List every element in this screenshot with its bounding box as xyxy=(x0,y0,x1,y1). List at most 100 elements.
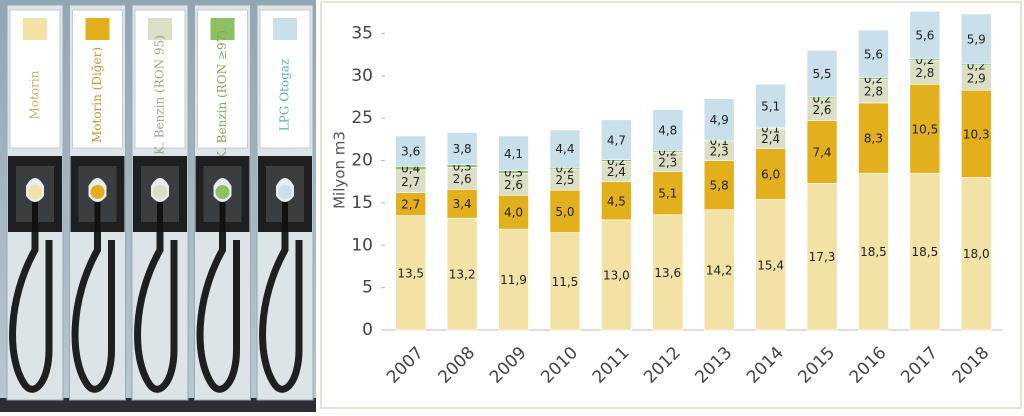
value-label: 5,1 xyxy=(658,187,677,201)
value-label: 11,9 xyxy=(500,273,527,287)
nozzle-stem xyxy=(219,202,226,232)
bar-segment xyxy=(446,217,478,331)
value-label: 11,5 xyxy=(552,275,579,289)
value-label: 18,5 xyxy=(860,245,887,259)
nozzle-light xyxy=(28,185,42,199)
bar-segment xyxy=(446,132,478,166)
bar-segment xyxy=(601,181,632,221)
bar-segment xyxy=(549,189,581,233)
value-label: 10,5 xyxy=(912,122,939,136)
bar-segment xyxy=(703,98,735,141)
bar-segment xyxy=(858,29,889,78)
legend-label: K. Benzin (RON ≥97) xyxy=(215,30,229,160)
nozzle-light xyxy=(153,185,167,199)
bar-segment xyxy=(498,194,529,230)
legend-label: Motorin (Diğer) xyxy=(90,47,104,143)
y-tick-label: 15 xyxy=(351,193,373,213)
value-label: 6,0 xyxy=(761,168,780,182)
value-label: 13,5 xyxy=(397,266,424,280)
legend-swatch xyxy=(148,18,172,40)
value-label: 13,6 xyxy=(654,266,681,280)
bar-segment xyxy=(960,13,992,65)
bar-segment xyxy=(652,109,684,151)
value-label: 3,6 xyxy=(401,145,420,159)
value-label: 13,0 xyxy=(603,268,630,282)
hose xyxy=(259,232,303,393)
pump-base xyxy=(0,398,316,412)
value-label: 5,8 xyxy=(710,179,729,193)
value-label: 2,5 xyxy=(555,173,574,187)
value-label: 2,8 xyxy=(864,85,883,99)
value-label: 2,4 xyxy=(607,165,626,179)
nozzle-stem xyxy=(282,202,288,232)
value-label: 4,7 xyxy=(607,133,626,147)
nozzle-light xyxy=(278,185,292,199)
y-tick-label: 25 xyxy=(351,108,373,128)
value-label: 5,5 xyxy=(812,67,831,81)
value-label: 2,3 xyxy=(710,144,729,158)
value-label: 4,4 xyxy=(555,142,574,156)
value-label: 18,0 xyxy=(963,247,990,261)
value-label: 4,8 xyxy=(658,124,677,138)
value-label: 5,1 xyxy=(761,99,780,113)
nozzle-light xyxy=(90,185,105,199)
value-label: 15,4 xyxy=(757,258,784,272)
y-tick-label: 0 xyxy=(362,320,373,340)
legend-swatch xyxy=(273,18,297,40)
bar-segment xyxy=(858,172,889,331)
value-label: 14,2 xyxy=(706,263,733,277)
bar-segment xyxy=(395,135,427,167)
bar-segment xyxy=(498,135,529,171)
y-axis-label: Milyon m3 xyxy=(331,131,349,209)
legend-swatch xyxy=(210,18,235,40)
bar-segment xyxy=(601,219,632,331)
y-tick-label: 10 xyxy=(351,235,373,255)
value-label: 2,6 xyxy=(504,178,523,192)
bar-segment xyxy=(858,102,889,174)
bar-segment xyxy=(549,129,581,168)
value-label: 2,8 xyxy=(915,66,934,80)
value-label: 10,3 xyxy=(963,127,990,141)
nozzle-stem xyxy=(32,202,38,232)
bar-segment xyxy=(909,11,941,60)
hose xyxy=(9,232,53,393)
value-label: 2,3 xyxy=(658,155,677,169)
bar-segment xyxy=(755,148,786,200)
y-tick-label: 5 xyxy=(362,278,373,298)
value-label: 4,0 xyxy=(504,206,523,220)
y-tick-label: 20 xyxy=(351,151,373,171)
value-label: 5,9 xyxy=(967,32,986,46)
value-label: 2,9 xyxy=(967,71,986,85)
legend-swatch xyxy=(23,18,47,40)
bar-segment xyxy=(498,228,529,331)
value-label: 5,6 xyxy=(915,29,934,43)
legend-swatch xyxy=(85,18,110,40)
value-label: 4,9 xyxy=(710,113,729,127)
value-label: 7,4 xyxy=(812,146,831,160)
value-label: 18,5 xyxy=(912,245,939,259)
bar-segment xyxy=(806,50,838,98)
value-label: 2,4 xyxy=(761,132,780,146)
bar-segment xyxy=(960,177,992,331)
bar-segment xyxy=(806,183,838,331)
hose xyxy=(134,232,178,393)
bar-segment xyxy=(703,209,735,331)
bar-segment xyxy=(446,189,478,219)
value-label: 2,7 xyxy=(401,175,420,189)
nozzle-light xyxy=(215,185,230,199)
value-label: 2,7 xyxy=(401,198,420,212)
bar-segment xyxy=(652,214,684,331)
value-label: 5,0 xyxy=(555,205,574,219)
bar-segment xyxy=(652,171,684,216)
y-tick-label: 30 xyxy=(351,66,373,86)
value-label: 3,8 xyxy=(453,142,472,156)
nozzle-stem xyxy=(157,202,163,232)
value-label: 13,2 xyxy=(449,268,476,282)
hose xyxy=(71,232,115,393)
bar-segment xyxy=(909,83,941,174)
bar-segment xyxy=(960,89,992,178)
value-label: 17,3 xyxy=(809,250,836,264)
value-label: 4,5 xyxy=(607,194,626,208)
nozzle-stem xyxy=(94,202,101,232)
legend-label: LPG Otogaz xyxy=(278,59,292,132)
